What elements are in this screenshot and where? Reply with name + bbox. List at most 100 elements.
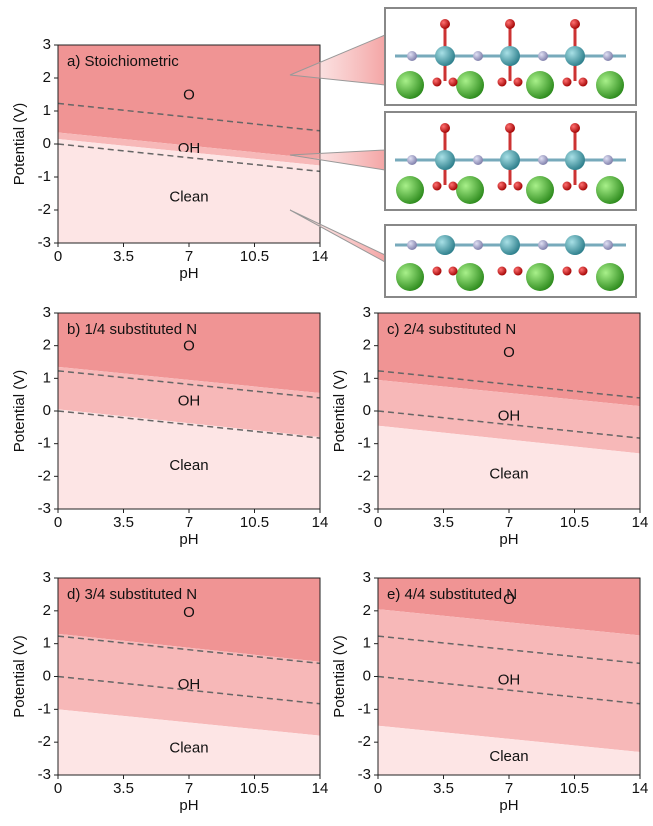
atom [435, 150, 455, 170]
y-tick-label: -2 [38, 467, 51, 484]
panel: OOHCleana) Stoichiometric-3-2-1012303.57… [11, 36, 328, 282]
figure: O OH Clean a) Stoichiometric -3 -2 -1 0 1 2 3 0 3.5 7… [0, 0, 653, 821]
atom [449, 78, 458, 87]
atom [565, 150, 585, 170]
y-axis-label: Potential (V) [11, 370, 28, 453]
y-tick-label: -1 [358, 700, 371, 717]
y-tick-label: 1 [363, 635, 371, 652]
x-tick-label: 7 [185, 248, 193, 265]
x-tick-label: 0 [374, 514, 382, 531]
y-axis-label: Potential (V) [11, 103, 28, 186]
x-tick-label: 14 [312, 514, 329, 531]
region-label: O [503, 344, 515, 361]
y-tick-label: 2 [43, 602, 51, 619]
atom [526, 176, 554, 204]
atom [505, 19, 515, 29]
atom [440, 123, 450, 133]
atom [396, 71, 424, 99]
atom [538, 240, 548, 250]
atom [596, 71, 624, 99]
x-tick-label: 3.5 [113, 514, 134, 531]
panel: OOHCleanb) 1/4 substituted N-3-2-1012303… [11, 304, 328, 548]
y-tick-label: 1 [363, 369, 371, 386]
panel-title: b) 1/4 substituted N [67, 321, 197, 338]
x-tick-label: 10.5 [240, 780, 269, 797]
atom [433, 78, 442, 87]
atom [538, 155, 548, 165]
region-label: OH [178, 393, 201, 410]
region-label: Clean [169, 189, 208, 206]
x-tick-label: 10.5 [240, 248, 269, 265]
y-tick-label: 2 [363, 337, 371, 354]
x-tick-label: 7 [505, 514, 513, 531]
atom [526, 263, 554, 291]
x-tick-label: 0 [54, 514, 62, 531]
y-tick-label: 2 [43, 69, 51, 86]
atom [603, 240, 613, 250]
region-label: OH [498, 672, 521, 689]
atom [570, 19, 580, 29]
atom [396, 176, 424, 204]
region-label: O [183, 604, 195, 621]
x-tick-label: 10.5 [240, 514, 269, 531]
y-tick-label: -2 [38, 201, 51, 218]
y-tick-label: 0 [363, 402, 371, 419]
x-tick-label: 3.5 [433, 780, 454, 797]
y-tick-label: -1 [38, 168, 51, 185]
atom [456, 263, 484, 291]
x-tick-label: 3.5 [113, 780, 134, 797]
y-tick-label: -3 [38, 766, 51, 783]
atom [433, 182, 442, 191]
atom [526, 71, 554, 99]
y-tick-label: 2 [363, 602, 371, 619]
y-tick-label: -2 [38, 733, 51, 750]
atom [449, 182, 458, 191]
x-axis-label: pH [179, 531, 198, 548]
y-tick-label: 0 [363, 667, 371, 684]
y-tick-label: 3 [43, 36, 51, 53]
atom [500, 235, 520, 255]
y-tick-label: -3 [38, 500, 51, 517]
x-axis-label: pH [179, 797, 198, 814]
y-tick-label: -2 [358, 467, 371, 484]
atom [456, 176, 484, 204]
atom [579, 78, 588, 87]
atom [570, 123, 580, 133]
atom [498, 182, 507, 191]
y-axis-label: Potential (V) [11, 635, 28, 718]
y-axis-label: Potential (V) [331, 635, 348, 718]
x-tick-label: 3.5 [433, 514, 454, 531]
x-tick-label: 0 [54, 780, 62, 797]
y-tick-label: -2 [358, 733, 371, 750]
atom [538, 51, 548, 61]
y-tick-label: -3 [358, 500, 371, 517]
atom [603, 51, 613, 61]
atom [407, 51, 417, 61]
panel-title: c) 2/4 substituted N [387, 321, 516, 338]
atom [435, 46, 455, 66]
atom [500, 150, 520, 170]
x-tick-label: 7 [185, 780, 193, 797]
panel: OOHCleane) 4/4 substituted N-3-2-1012303… [331, 569, 648, 814]
region-label: OH [498, 407, 521, 424]
atom [563, 182, 572, 191]
atom [433, 267, 442, 276]
y-tick-label: 3 [43, 304, 51, 321]
atom [473, 155, 483, 165]
y-tick-label: 2 [43, 337, 51, 354]
y-tick-label: 0 [43, 667, 51, 684]
atom [473, 51, 483, 61]
atom [498, 78, 507, 87]
y-tick-label: 1 [43, 635, 51, 652]
atom [514, 267, 523, 276]
x-tick-label: 3.5 [113, 248, 134, 265]
atom [435, 235, 455, 255]
atom [565, 46, 585, 66]
y-tick-label: 3 [363, 304, 371, 321]
region-label: O [183, 337, 195, 354]
x-tick-label: 14 [312, 780, 329, 797]
region-label: Clean [489, 748, 528, 765]
panel-title: a) Stoichiometric [67, 53, 179, 70]
x-tick-label: 0 [374, 780, 382, 797]
